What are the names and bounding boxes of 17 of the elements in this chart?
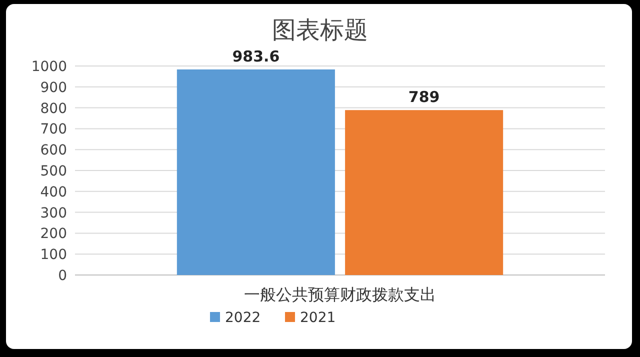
y-tick-label: 700: [40, 122, 67, 138]
y-tick-label: 300: [40, 205, 67, 222]
legend-label: 2022: [225, 310, 261, 326]
y-tick-label: 500: [40, 164, 67, 180]
chart-title: 图表标题: [272, 16, 368, 44]
data-label: 983.6: [232, 47, 280, 66]
y-tick-label: 900: [40, 80, 67, 96]
y-tick-label: 0: [58, 268, 67, 284]
legend-label: 2021: [300, 310, 336, 326]
y-tick-label: 400: [40, 184, 67, 200]
y-tick-label: 600: [40, 142, 67, 159]
y-tick-label: 1000: [31, 59, 67, 75]
y-tick-label: 200: [40, 226, 67, 242]
y-tick-label: 100: [40, 247, 67, 264]
y-tick-label: 800: [40, 100, 67, 117]
data-label: 789: [408, 88, 440, 106]
x-tick-label: 一般公共预算财政拨款支出: [244, 285, 436, 304]
